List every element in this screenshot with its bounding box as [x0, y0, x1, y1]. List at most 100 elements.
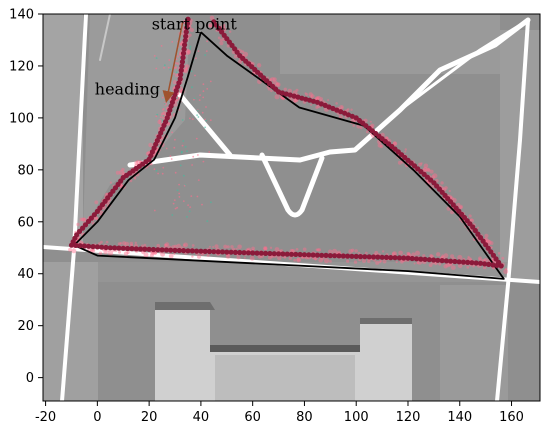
particle: [190, 70, 193, 73]
particle: [176, 62, 180, 65]
particle: [416, 261, 420, 265]
particle: [340, 106, 343, 109]
particle: [277, 255, 282, 261]
trajectory-point: [353, 115, 359, 121]
particle: [153, 168, 156, 171]
particle: [263, 246, 268, 251]
particle: [468, 214, 472, 218]
particle: [173, 73, 175, 75]
x-tick-label: 60: [244, 410, 261, 425]
particle: [172, 80, 177, 85]
trajectory-point: [332, 253, 338, 259]
x-tick-label: 80: [296, 410, 313, 425]
particle: [107, 250, 110, 252]
particle: [155, 67, 158, 70]
particle: [183, 244, 186, 247]
particle: [174, 171, 177, 174]
particle: [168, 253, 174, 259]
trajectory-point: [357, 254, 364, 260]
particle: [91, 248, 95, 252]
particle: [418, 162, 422, 167]
particle: [267, 255, 272, 260]
particle: [501, 256, 505, 260]
trajectory-point: [490, 262, 496, 268]
particle: [117, 242, 121, 246]
particle: [206, 88, 209, 90]
trajectory-point: [477, 260, 484, 266]
trajectory-point: [314, 99, 320, 105]
particle: [295, 88, 299, 92]
particle: [161, 172, 164, 175]
trajectory-point: [287, 92, 293, 98]
trajectory-point: [301, 252, 307, 258]
particle: [172, 202, 175, 205]
particle: [270, 89, 273, 93]
particle: [170, 158, 173, 160]
particle: [195, 137, 198, 140]
trajectory-point: [345, 253, 351, 259]
particle: [184, 145, 187, 148]
trajectory-point: [349, 113, 355, 119]
trajectory-point: [116, 245, 122, 251]
particle: [105, 240, 109, 244]
particle: [375, 260, 380, 265]
particle: [392, 141, 397, 146]
trajectory-point: [211, 249, 217, 255]
particle: [183, 184, 186, 187]
x-axis: -20 0 20 40 60 80 100 120 140 160: [35, 401, 524, 425]
particle: [136, 159, 141, 165]
start-point-annotation: start point: [152, 15, 238, 34]
trajectory-point: [178, 72, 184, 78]
trajectory-point: [456, 259, 462, 265]
trajectory-point: [448, 258, 454, 264]
trajectory-point: [94, 244, 100, 250]
trajectory-point: [241, 250, 247, 256]
particle: [420, 162, 423, 165]
particle: [194, 74, 196, 77]
particle: [174, 138, 176, 141]
particle: [225, 254, 231, 259]
particle: [436, 252, 441, 257]
trajectory-point: [94, 208, 100, 214]
trajectory-point: [405, 255, 411, 261]
trajectory-points: [68, 16, 504, 269]
y-tick-label: 120: [9, 59, 34, 74]
trajectory-point: [91, 212, 97, 218]
particle: [169, 68, 172, 71]
trajectory-point: [206, 248, 213, 255]
particle: [296, 257, 301, 262]
particle: [283, 87, 287, 92]
particle: [490, 246, 493, 249]
particle: [264, 247, 268, 251]
particle: [317, 95, 321, 100]
trajectory-point: [475, 231, 481, 237]
particle: [121, 167, 125, 172]
particle: [156, 113, 159, 116]
particle: [413, 262, 416, 265]
trajectory-point: [176, 247, 182, 254]
particle: [352, 124, 356, 127]
particle: [95, 216, 99, 220]
trajectory-point: [486, 261, 492, 267]
trajectory-point: [431, 257, 437, 263]
particle: [134, 241, 137, 244]
particle: [466, 265, 470, 269]
particle: [115, 170, 120, 175]
particle: [208, 245, 211, 248]
particle: [314, 258, 317, 261]
particle: [378, 260, 382, 264]
particle: [186, 50, 191, 55]
trajectory-point: [327, 253, 333, 259]
trajectory-point: [184, 20, 190, 27]
particle: [79, 217, 84, 222]
particle: [422, 166, 428, 172]
particle: [183, 68, 188, 74]
particle: [304, 92, 307, 95]
trajectory-point: [370, 254, 377, 260]
particle: [178, 183, 181, 186]
heading-arrow: [162, 21, 184, 103]
particle: [504, 267, 508, 271]
particle: [209, 80, 212, 83]
trajectory-point: [172, 247, 178, 253]
trajectory-point: [426, 257, 432, 263]
